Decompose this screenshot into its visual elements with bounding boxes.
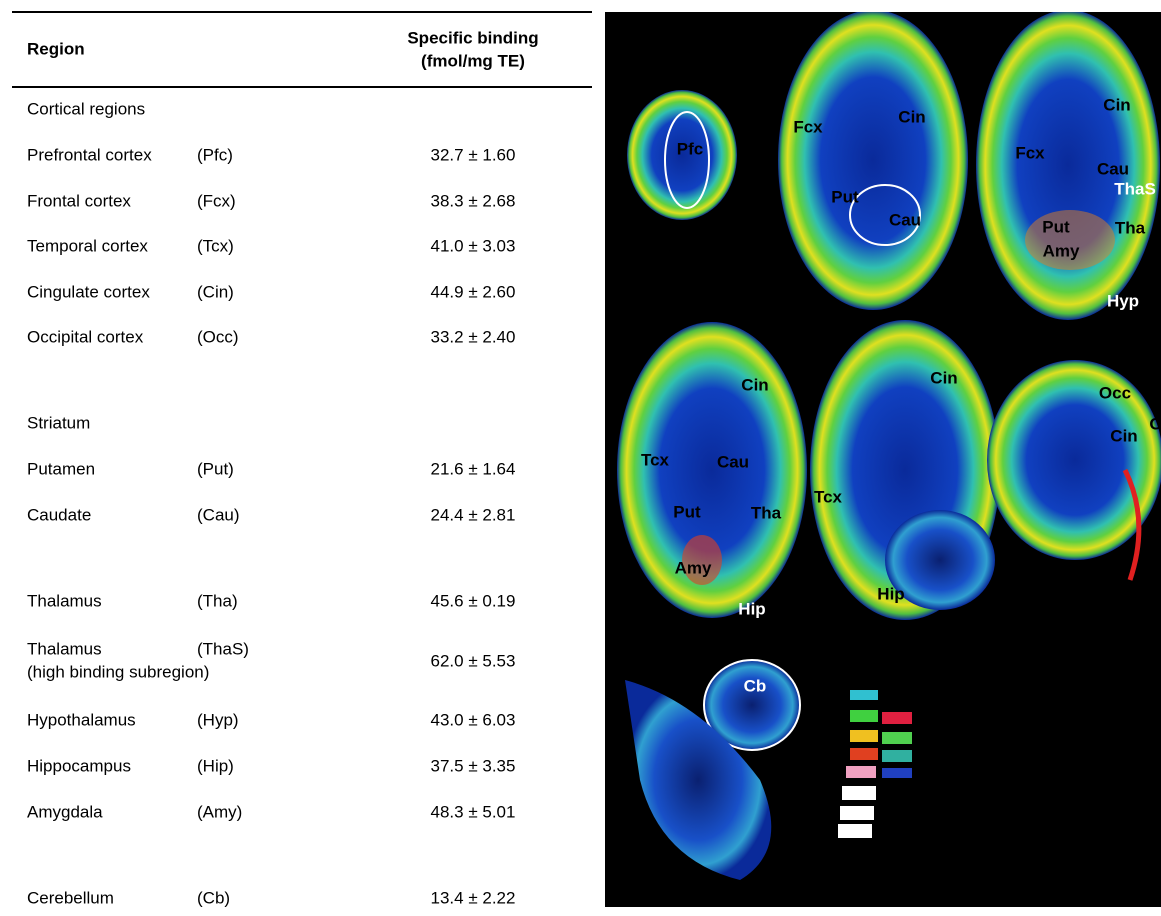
region-abbr: (ThaS) bbox=[197, 639, 249, 658]
region-abbr: (Pfc) bbox=[197, 145, 233, 164]
region-label: Hip bbox=[738, 599, 765, 618]
region-note: (high binding subregion) bbox=[27, 662, 209, 681]
region-label: Amy bbox=[675, 558, 712, 577]
region-abbr: (Tcx) bbox=[197, 236, 234, 255]
page: Region Specific binding (fmol/mg TE) Cor… bbox=[0, 0, 1161, 916]
region-abbr: (Hip) bbox=[197, 756, 234, 775]
region-name: Amygdala bbox=[27, 802, 103, 821]
region-name: Frontal cortex bbox=[27, 191, 131, 210]
region-abbr: (Cin) bbox=[197, 282, 234, 301]
region-name: Thalamus bbox=[27, 639, 102, 658]
table: Region Specific binding (fmol/mg TE) Cor… bbox=[0, 0, 600, 916]
region-abbr: (Amy) bbox=[197, 802, 242, 821]
binding-value: 32.7 ± 1.60 bbox=[431, 145, 516, 164]
region-name: Cingulate cortex bbox=[27, 282, 150, 301]
region-abbr: (Cau) bbox=[197, 505, 240, 524]
region-label: Tcx bbox=[814, 487, 843, 506]
region-name: Caudate bbox=[27, 505, 91, 524]
region-label: Hyp bbox=[1107, 291, 1139, 310]
region-label: Fcx bbox=[793, 117, 823, 136]
region-label: Hip bbox=[877, 584, 904, 603]
region-name: Occipital cortex bbox=[27, 327, 144, 346]
region-name: Putamen bbox=[27, 459, 95, 478]
header-region: Region bbox=[27, 39, 85, 58]
region-label: Put bbox=[1042, 217, 1070, 236]
binding-value: 21.6 ± 1.64 bbox=[431, 459, 516, 478]
region-label: Cb bbox=[744, 676, 767, 695]
header-unit: (fmol/mg TE) bbox=[421, 51, 525, 70]
region-label: ThaS bbox=[1114, 179, 1156, 198]
region-label: Cau bbox=[717, 452, 749, 471]
region-abbr: (Tha) bbox=[197, 591, 238, 610]
region-label: Cin bbox=[930, 368, 957, 387]
group-heading: Striatum bbox=[27, 413, 90, 432]
binding-value: 38.3 ± 2.68 bbox=[431, 191, 516, 210]
region-label: Amy bbox=[1043, 241, 1080, 260]
region-name: Prefrontal cortex bbox=[27, 145, 152, 164]
region-label: Occ bbox=[1099, 383, 1131, 402]
region-label: O bbox=[1149, 414, 1161, 433]
region-label: Cin bbox=[898, 107, 925, 126]
binding-value: 48.3 ± 5.01 bbox=[431, 802, 516, 821]
region-abbr: (Fcx) bbox=[197, 191, 236, 210]
binding-value: 24.4 ± 2.81 bbox=[431, 505, 516, 524]
region-abbr: (Hyp) bbox=[197, 710, 239, 729]
binding-value: 37.5 ± 3.35 bbox=[431, 756, 516, 775]
binding-value: 45.6 ± 0.19 bbox=[431, 591, 516, 610]
binding-value: 44.9 ± 2.60 bbox=[431, 282, 516, 301]
region-label: Cin bbox=[1110, 426, 1137, 445]
region-name: Hippocampus bbox=[27, 756, 131, 775]
binding-value: 13.4 ± 2.22 bbox=[431, 888, 516, 907]
region-name: Thalamus bbox=[27, 591, 102, 610]
region-abbr: (Occ) bbox=[197, 327, 239, 346]
region-label: Cau bbox=[1097, 159, 1129, 178]
binding-value: 62.0 ± 5.53 bbox=[431, 651, 516, 670]
group-heading: Cortical regions bbox=[27, 99, 145, 118]
region-label: Cin bbox=[1103, 95, 1130, 114]
region-abbr: (Cb) bbox=[197, 888, 230, 907]
region-abbr: (Put) bbox=[197, 459, 234, 478]
region-label: Tha bbox=[1115, 218, 1146, 237]
binding-value: 43.0 ± 6.03 bbox=[431, 710, 516, 729]
region-label: Cau bbox=[889, 210, 921, 229]
header-binding: Specific binding bbox=[407, 28, 538, 47]
binding-value: 33.2 ± 2.40 bbox=[431, 327, 516, 346]
region-name: Cerebellum bbox=[27, 888, 114, 907]
region-name: Temporal cortex bbox=[27, 236, 148, 255]
region-label: Put bbox=[831, 187, 859, 206]
region-label: Tcx bbox=[641, 450, 670, 469]
region-label: Cin bbox=[741, 375, 768, 394]
region-label: Tha bbox=[751, 503, 782, 522]
region-label: Put bbox=[673, 502, 701, 521]
region-name: Hypothalamus bbox=[27, 710, 136, 729]
region-label: Pfc bbox=[677, 139, 703, 158]
region-label: Fcx bbox=[1015, 143, 1045, 162]
binding-value: 41.0 ± 3.03 bbox=[431, 236, 516, 255]
